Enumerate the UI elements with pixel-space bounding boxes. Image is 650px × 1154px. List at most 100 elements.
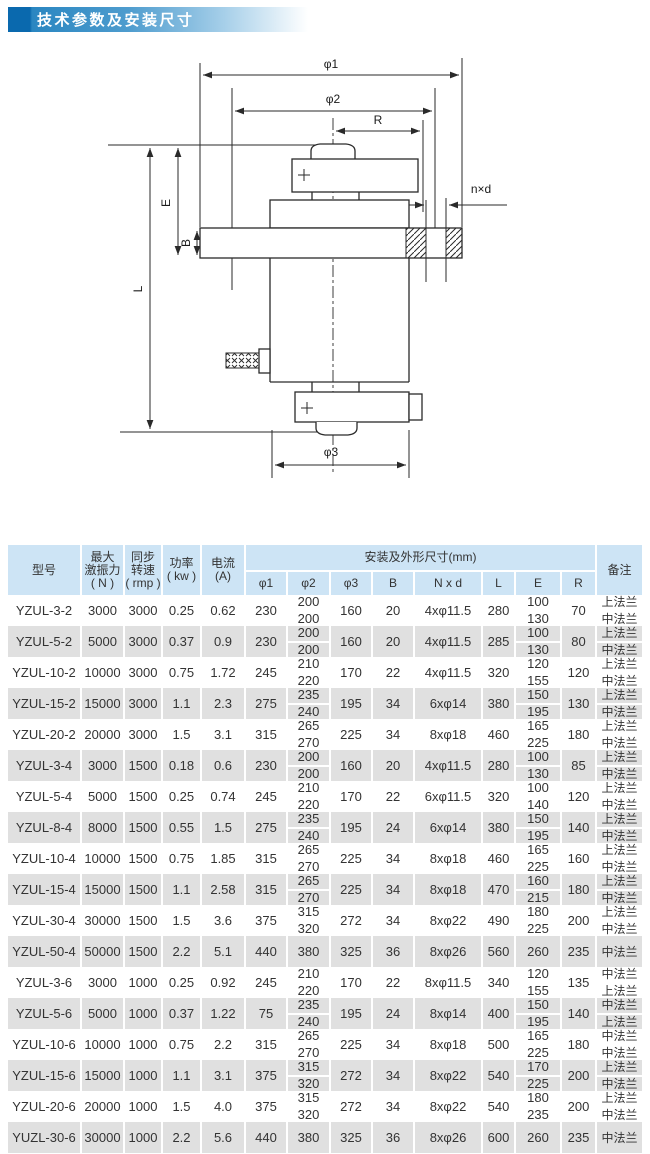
dim-label-r: R [374,113,383,127]
cell-current: 1.72 [202,657,246,688]
cell-current: 1.22 [202,998,246,1029]
cell-l: 400 [483,998,516,1029]
table-row: YZUL-3-4 3000 1500 0.18 0.6 230 200 200 1… [8,750,642,781]
cell-remark: 中法兰 上法兰 [597,967,642,998]
cell-model: YZUL-5-4 [8,781,82,812]
cell-b: 34 [373,688,415,719]
cell-phi3: 160 [331,626,373,657]
cell-b: 20 [373,750,415,781]
table-row: YZUL-15-2 15000 3000 1.1 2.3 275 235 240 … [8,688,642,719]
cell-speed: 1500 [125,843,163,874]
cell-power: 0.75 [163,1029,202,1060]
section-title: 技术参数及安装尺寸 [37,12,195,29]
cell-current: 0.92 [202,967,246,998]
cell-r: 180 [562,874,597,905]
cell-power: 0.18 [163,750,202,781]
cell-speed: 3000 [125,657,163,688]
cell-r: 80 [562,626,597,657]
cell-phi3: 195 [331,998,373,1029]
cell-e: 165 225 [516,719,562,750]
dim-label-phi3: φ3 [324,445,339,459]
cell-r: 120 [562,781,597,812]
cell-remark: 中法兰 上法兰 [597,998,642,1029]
cell-force: 10000 [82,657,125,688]
cell-phi1: 75 [246,998,288,1029]
cell-power: 1.5 [163,905,202,936]
cell-l: 540 [483,1060,516,1091]
section-title-bar: 技术参数及安装尺寸 [8,7,308,32]
cell-l: 320 [483,781,516,812]
cell-model: YUZL-30-6 [8,1122,82,1153]
cell-remark: 上法兰 中法兰 [597,719,642,750]
table-row: YZUL-15-6 15000 1000 1.1 3.1 375 315 320 … [8,1060,642,1091]
cell-e: 180 235 [516,1091,562,1122]
cell-power: 1.1 [163,874,202,905]
cell-speed: 3000 [125,719,163,750]
cell-phi2: 265 270 [288,843,331,874]
cell-force: 10000 [82,1029,125,1060]
cell-l: 320 [483,657,516,688]
cell-current: 3.1 [202,719,246,750]
header-phi1: φ1 [246,572,288,595]
header-speed: 同步 转速( rmp ) [125,545,163,595]
cell-phi2: 315 320 [288,905,331,936]
cell-current: 2.58 [202,874,246,905]
cell-power: 1.5 [163,1091,202,1122]
cell-speed: 1500 [125,781,163,812]
cell-model: YZUL-50-4 [8,936,82,967]
table-row: YZUL-15-4 15000 1500 1.1 2.58 315 265 270… [8,874,642,905]
cell-r: 200 [562,905,597,936]
cell-model: YZUL-15-6 [8,1060,82,1091]
cell-phi3: 225 [331,843,373,874]
cell-model: YZUL-30-4 [8,905,82,936]
cell-phi3: 195 [331,812,373,843]
cell-nxd: 8xφ26 [415,1122,483,1153]
cell-e: 120 155 [516,657,562,688]
cell-e: 100 140 [516,781,562,812]
cell-power: 1.1 [163,1060,202,1091]
cell-phi1: 375 [246,1060,288,1091]
table-row: YZUL-5-6 5000 1000 0.37 1.22 75 235 240 1… [8,998,642,1029]
cell-r: 200 [562,1091,597,1122]
cell-force: 20000 [82,719,125,750]
cell-l: 340 [483,967,516,998]
dim-label-b: B [179,239,193,247]
table-row: YZUL-5-4 5000 1500 0.25 0.74 245 210 220 … [8,781,642,812]
cell-l: 500 [483,1029,516,1060]
cell-l: 280 [483,595,516,626]
cell-b: 36 [373,1122,415,1153]
cell-power: 0.25 [163,967,202,998]
cell-phi2: 200 200 [288,595,331,626]
cell-nxd: 4xφ11.5 [415,595,483,626]
cell-phi1: 275 [246,688,288,719]
cell-speed: 1500 [125,936,163,967]
cell-remark: 上法兰 中法兰 [597,595,642,626]
cell-current: 0.62 [202,595,246,626]
cell-force: 5000 [82,781,125,812]
cell-current: 0.9 [202,626,246,657]
cell-e: 160 215 [516,874,562,905]
cell-speed: 1500 [125,874,163,905]
cell-speed: 1000 [125,967,163,998]
cell-phi1: 230 [246,595,288,626]
cell-current: 1.5 [202,812,246,843]
dim-label-phi2: φ2 [326,92,341,106]
cell-current: 0.74 [202,781,246,812]
header-current: 电流 (A) [202,545,246,595]
cell-l: 540 [483,1091,516,1122]
cell-remark: 中法兰 [597,936,642,967]
cell-current: 4.0 [202,1091,246,1122]
cell-phi2: 210 220 [288,781,331,812]
cell-remark: 上法兰 中法兰 [597,905,642,936]
cell-nxd: 8xφ11.5 [415,967,483,998]
table-row: YZUL-3-6 3000 1000 0.25 0.92 245 210 220 … [8,967,642,998]
cell-phi2: 210 220 [288,657,331,688]
cell-phi1: 230 [246,626,288,657]
cell-b: 24 [373,998,415,1029]
cell-b: 22 [373,967,415,998]
cell-phi3: 170 [331,967,373,998]
cell-r: 120 [562,657,597,688]
cell-nxd: 6xφ14 [415,688,483,719]
dim-label-phi1: φ1 [324,57,339,71]
table-row: YZUL-20-6 20000 1000 1.5 4.0 375 315 320 … [8,1091,642,1122]
